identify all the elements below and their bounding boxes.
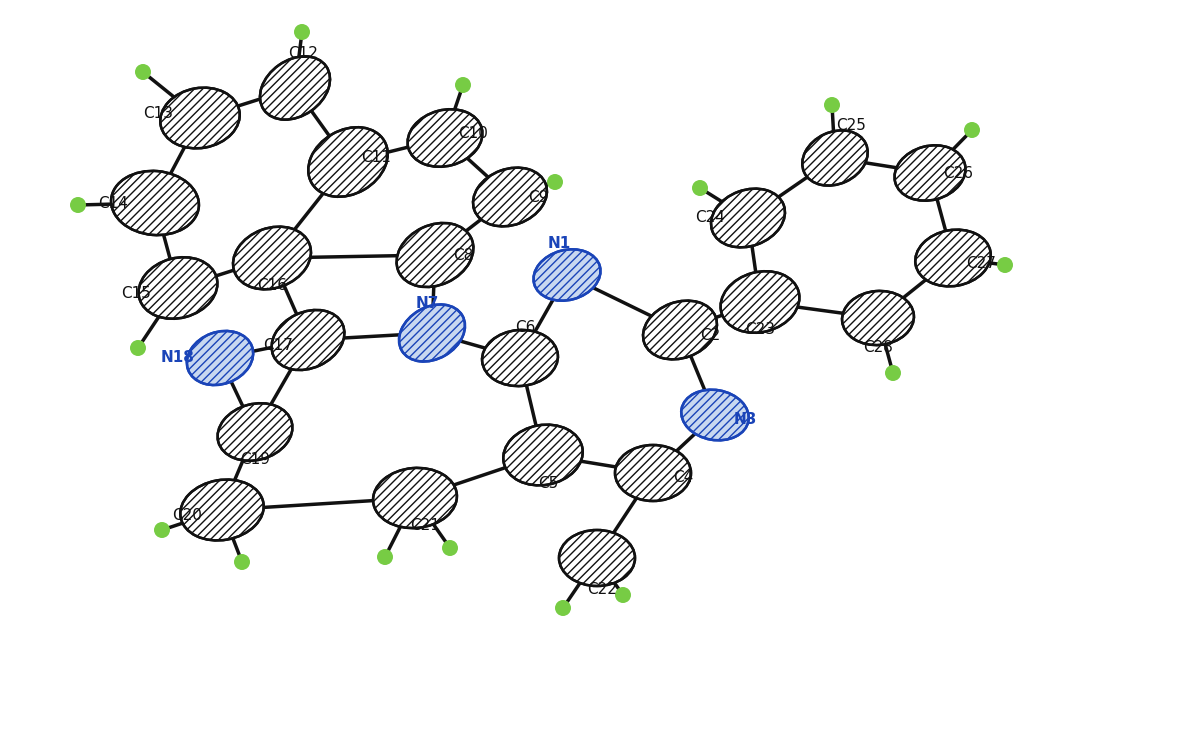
Circle shape (377, 549, 394, 565)
Circle shape (547, 174, 563, 190)
Ellipse shape (271, 310, 344, 370)
Text: C24: C24 (695, 211, 725, 226)
Ellipse shape (396, 223, 474, 287)
Ellipse shape (408, 109, 482, 167)
Text: C25: C25 (836, 119, 866, 134)
Ellipse shape (559, 530, 635, 586)
Text: C11: C11 (361, 149, 391, 165)
Ellipse shape (187, 331, 253, 385)
Text: C2: C2 (700, 327, 720, 343)
Text: N1: N1 (547, 235, 571, 251)
Circle shape (455, 77, 470, 93)
Ellipse shape (616, 445, 691, 501)
Text: C5: C5 (538, 476, 558, 490)
Ellipse shape (112, 171, 199, 235)
Text: C14: C14 (98, 195, 128, 211)
Text: C9: C9 (528, 189, 548, 205)
Text: C15: C15 (121, 286, 151, 301)
Circle shape (692, 180, 708, 196)
Text: C13: C13 (143, 105, 173, 120)
Text: C19: C19 (240, 453, 270, 467)
Text: N7: N7 (415, 295, 439, 310)
Ellipse shape (916, 229, 991, 286)
Circle shape (554, 600, 571, 616)
Circle shape (294, 24, 310, 40)
Ellipse shape (217, 403, 293, 461)
Text: N3: N3 (733, 413, 757, 427)
Ellipse shape (842, 291, 914, 345)
Ellipse shape (180, 479, 264, 540)
Ellipse shape (894, 145, 966, 200)
Ellipse shape (712, 188, 785, 247)
Ellipse shape (682, 390, 749, 440)
Text: C10: C10 (458, 125, 488, 140)
Text: C4: C4 (673, 470, 694, 485)
Text: C20: C20 (172, 508, 202, 522)
Ellipse shape (803, 131, 868, 186)
Text: C17: C17 (263, 338, 293, 352)
Ellipse shape (233, 226, 311, 289)
Ellipse shape (260, 56, 330, 119)
Ellipse shape (720, 272, 799, 332)
Ellipse shape (400, 304, 464, 361)
Circle shape (886, 365, 901, 381)
Text: C6: C6 (515, 321, 535, 335)
Text: C27: C27 (966, 255, 996, 271)
Circle shape (997, 257, 1013, 273)
Text: C23: C23 (745, 323, 775, 338)
Ellipse shape (503, 424, 583, 485)
Ellipse shape (534, 249, 600, 301)
Circle shape (154, 522, 170, 538)
Text: C22: C22 (587, 582, 617, 597)
Text: C28: C28 (863, 341, 893, 355)
Text: C16: C16 (257, 278, 287, 294)
Circle shape (824, 97, 840, 113)
Ellipse shape (161, 88, 240, 148)
Circle shape (616, 587, 631, 603)
Text: C26: C26 (943, 165, 973, 180)
Circle shape (442, 540, 458, 556)
Circle shape (70, 197, 86, 213)
Ellipse shape (473, 168, 547, 226)
Text: C8: C8 (452, 248, 473, 263)
Circle shape (234, 554, 250, 570)
Ellipse shape (643, 301, 716, 359)
Ellipse shape (482, 330, 558, 386)
Text: N18: N18 (161, 350, 194, 366)
Text: C21: C21 (410, 519, 440, 533)
Ellipse shape (373, 468, 457, 528)
Circle shape (130, 340, 146, 356)
Circle shape (134, 64, 151, 80)
Text: C12: C12 (288, 45, 318, 61)
Ellipse shape (138, 257, 217, 319)
Ellipse shape (308, 127, 388, 197)
Circle shape (964, 122, 980, 138)
